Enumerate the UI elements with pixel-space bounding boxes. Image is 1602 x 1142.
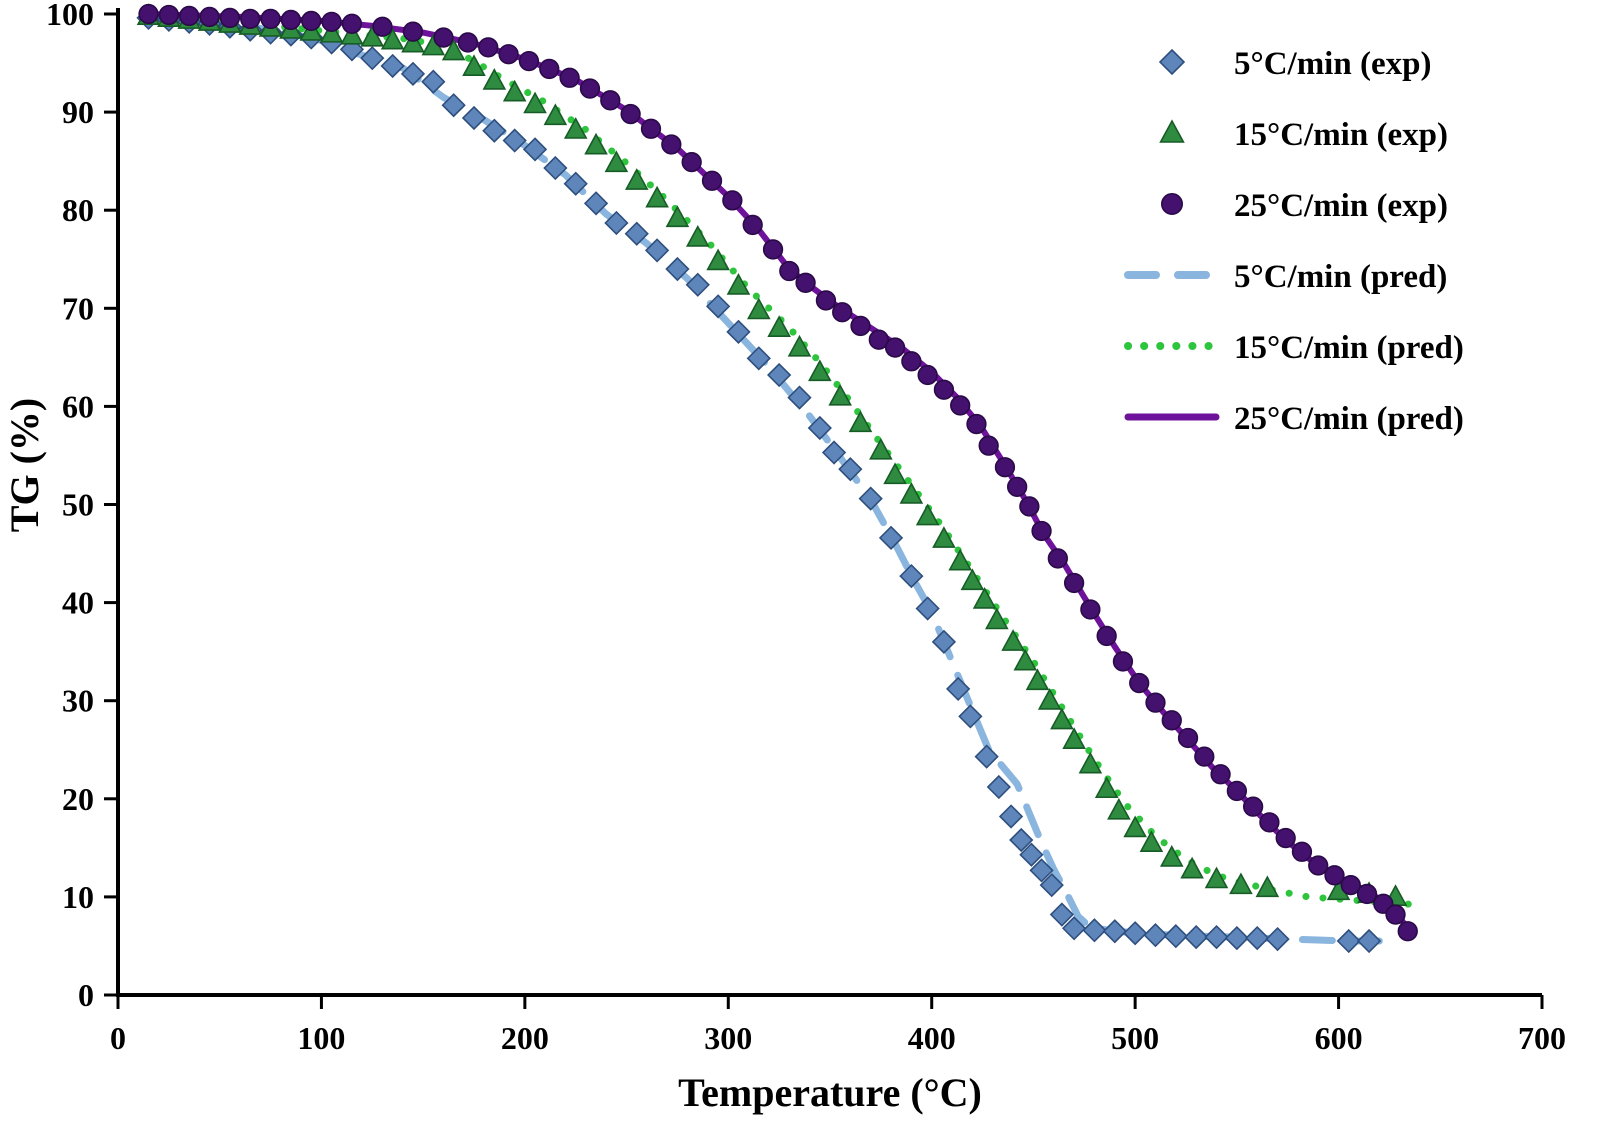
y-tick-label: 30 (62, 683, 94, 719)
legend-label: 5°C/min (exp) (1234, 46, 1431, 82)
x-tick-label: 0 (110, 1020, 126, 1056)
y-tick-label: 60 (62, 388, 94, 424)
axes: 0 100 200 300 400 500 600 700 0 10 20 30 40 50 60 70 80 9… (46, 0, 1566, 1056)
x-tick-label: 100 (297, 1020, 345, 1056)
series-5C-min-pred (145, 10, 1383, 945)
x-tick-label: 300 (704, 1020, 752, 1056)
y-tick-label: 50 (62, 487, 94, 523)
legend-label: 25°C/min (exp) (1234, 188, 1448, 224)
legend: 5°C/min (exp) 15°C/min (exp) 25°C/min (exp… (1124, 46, 1464, 437)
y-axis-title: TG (%) (2, 398, 47, 532)
x-tick-label: 600 (1315, 1020, 1363, 1056)
y-tick-label: 80 (62, 192, 94, 228)
y-tick-label: 90 (62, 94, 94, 130)
x-tick-label: 200 (501, 1020, 549, 1056)
y-tick-label: 0 (78, 977, 94, 1013)
y-tick-label: 20 (62, 781, 94, 817)
legend-label: 15°C/min (pred) (1234, 330, 1464, 366)
y-tick-label: 40 (62, 585, 94, 621)
series-15C-min-pred (145, 10, 1420, 909)
legend-item-25C-min-exp: 25°C/min (exp) (1161, 188, 1448, 224)
y-tick-label: 70 (62, 290, 94, 326)
legend-item-15C-min-exp: 15°C/min (exp) (1159, 117, 1448, 153)
legend-label: 25°C/min (pred) (1234, 401, 1464, 437)
legend-label: 5°C/min (pred) (1234, 259, 1447, 295)
series-25C-min-pred (145, 11, 1415, 938)
x-tick-label: 500 (1111, 1020, 1159, 1056)
legend-label: 15°C/min (exp) (1234, 117, 1448, 153)
legend-item-15C-min-pred: 15°C/min (pred) (1124, 330, 1464, 366)
y-tick-label: 100 (46, 0, 94, 32)
y-tick-label: 10 (62, 879, 94, 915)
series-25C-min-exp (138, 3, 1418, 942)
legend-item-5C-min-exp: 5°C/min (exp) (1158, 46, 1431, 82)
legend-item-5C-min-pred: 5°C/min (pred) (1124, 259, 1447, 295)
x-axis-title: Temperature (°C) (678, 1070, 982, 1115)
x-tick-label: 400 (908, 1020, 956, 1056)
series-15C-min-exp (136, 3, 1408, 906)
x-tick-label: 700 (1518, 1020, 1566, 1056)
legend-item-25C-min-pred: 25°C/min (pred) (1124, 401, 1464, 437)
series-5C-min-exp (136, 5, 1382, 954)
